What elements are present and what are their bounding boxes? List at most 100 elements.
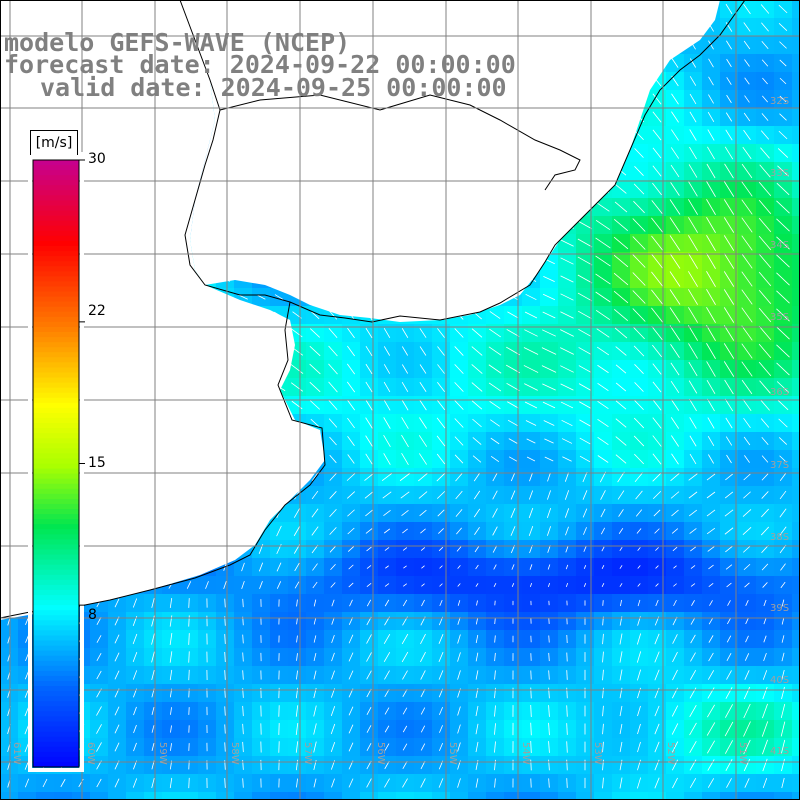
- wind-arrow: [779, 455, 787, 463]
- wind-arrow: [780, 581, 786, 589]
- wind-arrow: [619, 651, 623, 663]
- wind-arrow: [438, 546, 444, 552]
- wind-arrow: [511, 582, 515, 588]
- wind-arrow: [762, 77, 768, 85]
- wind-arrow: [511, 564, 515, 570]
- wind-arrow: [615, 436, 627, 446]
- wind-arrow: [634, 166, 644, 176]
- wind-arrow: [758, 343, 772, 359]
- wind-arrow: [672, 651, 678, 663]
- wind-arrow: [615, 418, 627, 428]
- wind-arrow: [384, 725, 390, 733]
- wind-arrow: [761, 113, 769, 121]
- wind-arrow: [758, 235, 772, 251]
- wind-arrow: [508, 456, 518, 462]
- wind-arrow: [529, 472, 533, 482]
- wind-arrow: [560, 275, 574, 283]
- wind-arrow: [564, 508, 570, 518]
- speed-cell: [792, 720, 800, 739]
- wind-arrow: [634, 471, 644, 483]
- wind-arrow: [347, 345, 355, 357]
- wind-arrow: [708, 94, 714, 104]
- wind-arrow: [507, 419, 519, 427]
- wind-arrow: [330, 705, 336, 717]
- wind-arrow: [224, 652, 226, 662]
- wind-arrow: [761, 436, 769, 446]
- colorbar-segment: [33, 448, 79, 454]
- wind-arrow: [475, 723, 479, 735]
- colorbar-segment: [33, 726, 79, 733]
- wind-arrow: [454, 346, 464, 356]
- wind-arrow: [651, 289, 663, 305]
- wind-arrow: [366, 652, 372, 662]
- wind-arrow: [241, 562, 245, 572]
- coastline-north: [179, 0, 746, 323]
- wind-arrow: [96, 724, 102, 734]
- wind-arrow: [78, 778, 84, 788]
- wind-arrow: [348, 582, 354, 588]
- wind-arrow: [560, 257, 574, 265]
- colorbar-segment: [33, 453, 79, 460]
- wind-arrow: [743, 686, 751, 700]
- wind-arrow: [776, 308, 790, 322]
- colorbar-segment: [33, 579, 79, 586]
- wind-arrow: [383, 510, 391, 516]
- wind-arrow: [654, 528, 660, 534]
- speed-cell: [306, 792, 325, 800]
- wind-arrow: [290, 382, 304, 392]
- wind-arrow: [652, 147, 662, 159]
- wind-arrow: [655, 565, 659, 569]
- wind-arrow: [776, 254, 790, 268]
- wind-arrow: [689, 58, 697, 68]
- wind-arrow: [384, 707, 390, 715]
- wind-arrow: [383, 346, 391, 356]
- wind-arrow: [313, 705, 317, 717]
- wind-arrow: [744, 778, 750, 788]
- wind-arrow: [114, 670, 120, 680]
- speed-cell: [792, 702, 800, 721]
- wind-arrow: [329, 508, 337, 518]
- wind-arrow: [579, 401, 591, 409]
- wind-arrow: [744, 455, 750, 463]
- lon-label-59w: 59W: [157, 742, 168, 765]
- wind-arrow: [296, 653, 298, 661]
- wind-arrow: [436, 435, 446, 447]
- wind-arrow: [383, 327, 391, 339]
- colorbar-segment: [33, 559, 79, 566]
- wind-arrow: [457, 600, 461, 606]
- wind-arrow: [438, 706, 444, 716]
- wind-arrow: [583, 546, 587, 552]
- wind-arrow: [454, 328, 464, 338]
- colorbar-segment: [33, 488, 79, 495]
- colorbar-segment: [33, 751, 79, 758]
- wind-arrow: [402, 528, 408, 534]
- wind-arrow: [492, 526, 498, 536]
- wind-arrow: [725, 129, 733, 141]
- wind-arrow: [401, 328, 409, 338]
- wind-arrow: [741, 307, 753, 323]
- wind-arrow: [723, 253, 735, 269]
- wind-arrow: [707, 111, 715, 123]
- wind-arrow: [507, 311, 519, 319]
- wind-arrow: [402, 670, 408, 680]
- wind-arrow: [309, 328, 321, 338]
- wind-arrow: [548, 670, 550, 680]
- wind-arrow: [723, 325, 735, 341]
- speed-cell: [576, 792, 595, 800]
- wind-arrow: [723, 181, 735, 197]
- wind-arrow: [560, 347, 574, 355]
- colorbar-segment: [33, 372, 79, 379]
- speed-cell: [414, 792, 433, 800]
- wind-arrow: [544, 456, 554, 462]
- wind-arrow: [669, 199, 681, 215]
- wind-arrow: [114, 706, 120, 716]
- colorbar-segment: [33, 589, 79, 596]
- wind-arrow: [615, 346, 627, 356]
- wind-arrow: [420, 633, 426, 645]
- wind-arrow: [548, 635, 550, 643]
- speed-cell: [792, 594, 800, 613]
- wind-arrow: [619, 741, 623, 753]
- wind-arrow: [476, 600, 478, 606]
- wind-arrow: [619, 565, 623, 569]
- colorbar-segment: [33, 600, 79, 606]
